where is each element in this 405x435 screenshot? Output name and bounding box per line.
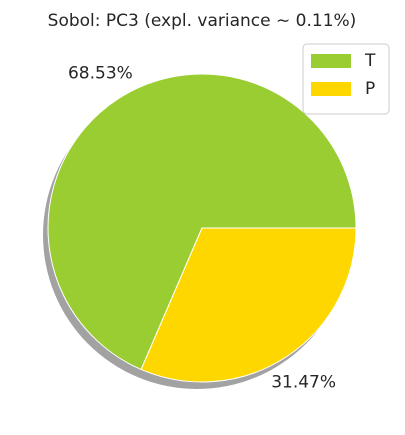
- legend-label: T: [364, 51, 376, 71]
- value-label: 31.47%: [271, 372, 336, 392]
- pie-slice: [140, 227, 357, 383]
- legend-swatch: [311, 82, 351, 96]
- chart-title: Sobol: PC3 (expl. variance ∼ 0.11%): [48, 11, 357, 31]
- legend-label: P: [365, 79, 375, 99]
- legend-swatch: [311, 54, 351, 68]
- value-label: 68.53%: [68, 64, 133, 84]
- pie-slice: [47, 73, 357, 371]
